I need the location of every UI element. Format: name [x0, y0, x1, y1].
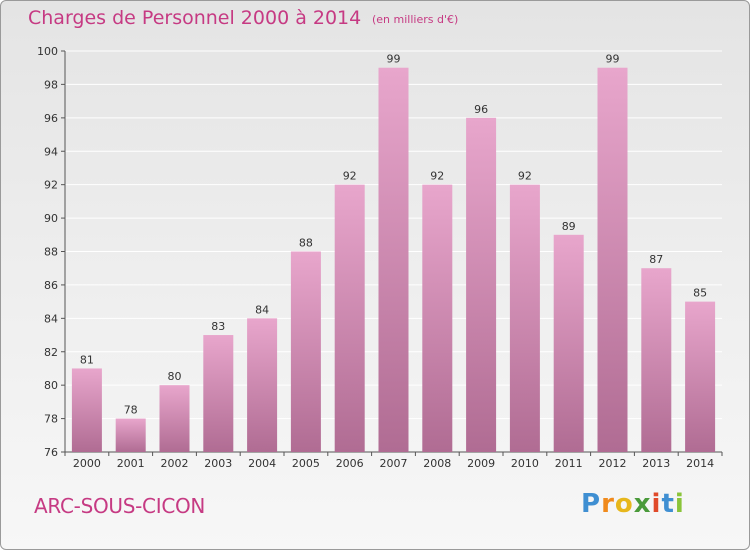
proxiti-logo: Proxiti: [581, 489, 685, 519]
data-label-2003: 83: [211, 320, 225, 333]
data-label-2013: 87: [649, 253, 663, 266]
x-tick-label-2000: 2000: [73, 457, 101, 470]
y-tick-label: 98: [44, 78, 58, 91]
data-label-2005: 88: [299, 237, 313, 250]
bar-2007: [378, 67, 409, 452]
y-tick-label: 100: [37, 45, 58, 58]
bar-2000: [71, 368, 102, 452]
commune-name: ARC-SOUS-CICON: [34, 494, 206, 518]
x-tick-label-2013: 2013: [642, 457, 670, 470]
y-tick-label: 80: [44, 379, 58, 392]
y-tick-label: 86: [44, 279, 58, 292]
bar-2010: [509, 184, 540, 452]
bar-2009: [466, 117, 497, 452]
chart-subtitle: (en milliers d'€): [372, 13, 459, 26]
y-tick-label: 96: [44, 112, 58, 125]
data-label-2004: 84: [255, 303, 269, 316]
bar-2006: [334, 184, 365, 452]
x-tick-labels: 2000 2001 2002 2003 2004 2005 2006 2007 2008 2009…: [64, 452, 723, 470]
data-label-2000: 81: [80, 353, 94, 366]
bar-2013: [641, 268, 672, 452]
chart-title: Charges de Personnel 2000 à 2014: [28, 7, 362, 29]
x-tick-label-2003: 2003: [204, 457, 232, 470]
bar-2014: [685, 301, 716, 452]
bar-2012: [597, 67, 628, 452]
bars: [71, 67, 716, 452]
bar-2004: [247, 318, 278, 452]
data-label-2014: 85: [693, 287, 707, 300]
y-tick-labels: 76 78 80 82 84 86 88 90 92 94 96 98 100: [37, 45, 58, 459]
data-label-2012: 99: [606, 53, 620, 66]
data-labels: 81 78 80 83 84 88 92 99 92 96 92 89 99 87 85: [80, 53, 707, 417]
x-tick-label-2010: 2010: [511, 457, 539, 470]
y-tick-label: 94: [44, 145, 58, 158]
data-label-2008: 92: [430, 170, 444, 183]
x-tick-label-2009: 2009: [467, 457, 495, 470]
x-tick-label-2001: 2001: [117, 457, 145, 470]
y-tick-label: 82: [44, 346, 58, 359]
x-tick-label-2004: 2004: [248, 457, 276, 470]
bar-2011: [553, 234, 584, 452]
data-label-2010: 92: [518, 170, 532, 183]
y-tick-label: 92: [44, 179, 58, 192]
data-label-2006: 92: [343, 170, 357, 183]
y-tick-label: 90: [44, 212, 58, 225]
data-label-2011: 89: [562, 220, 576, 233]
bar-2005: [290, 251, 321, 452]
x-tick-label-2011: 2011: [555, 457, 583, 470]
x-tick-label-2002: 2002: [161, 457, 189, 470]
data-label-2001: 78: [124, 404, 138, 417]
y-tick-label: 88: [44, 246, 58, 259]
bar-2001: [115, 418, 146, 452]
bar-2003: [203, 335, 234, 452]
data-label-2009: 96: [474, 103, 488, 116]
x-tick-label-2007: 2007: [380, 457, 408, 470]
y-tick-label: 84: [44, 312, 58, 325]
y-tick-label: 78: [44, 413, 58, 426]
x-tick-label-2008: 2008: [423, 457, 451, 470]
bar-2002: [159, 385, 190, 452]
data-label-2007: 99: [387, 53, 401, 66]
bar-2008: [422, 184, 453, 452]
x-tick-label-2012: 2012: [599, 457, 627, 470]
x-tick-label-2006: 2006: [336, 457, 364, 470]
data-label-2002: 80: [168, 370, 182, 383]
x-tick-label-2005: 2005: [292, 457, 320, 470]
x-tick-label-2014: 2014: [686, 457, 714, 470]
y-tick-label: 76: [44, 446, 58, 459]
